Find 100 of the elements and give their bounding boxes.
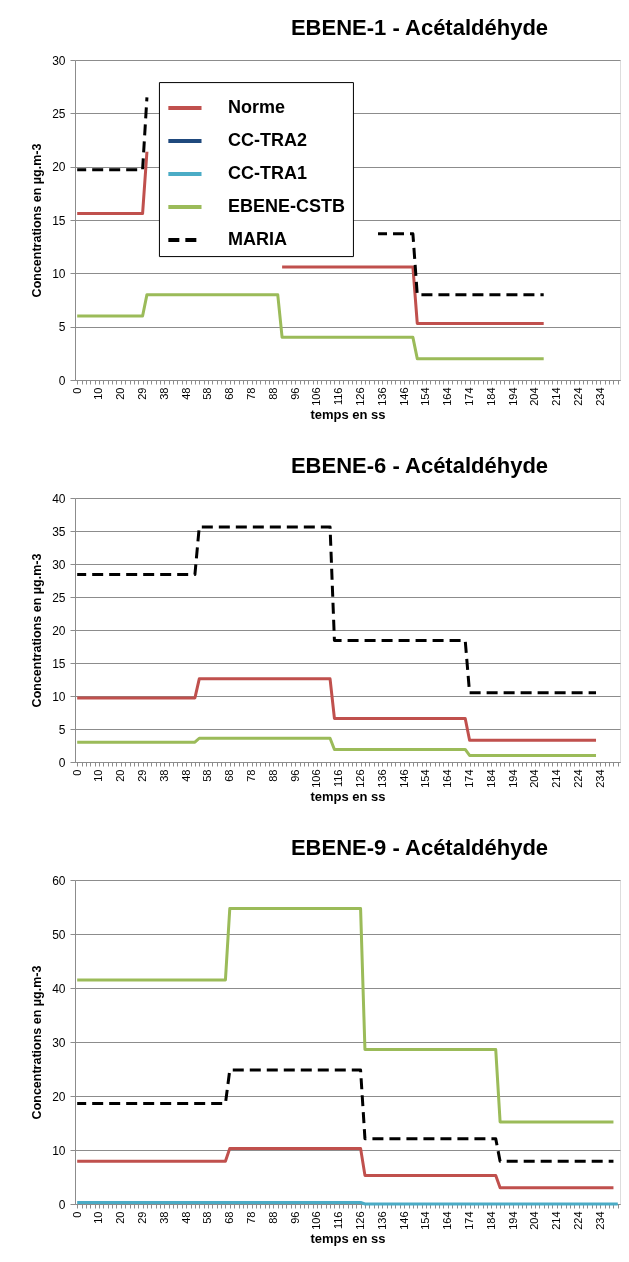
legend-label: CC-TRA2: [227, 130, 307, 151]
x-tick-label: 224: [572, 387, 585, 406]
x-tick-label: 29: [136, 769, 149, 782]
x-tick-label: 194: [506, 387, 519, 406]
x-tick-label: 106: [310, 1211, 323, 1230]
line-series: [75, 1068, 615, 1163]
x-tick-label: 0: [70, 769, 83, 776]
x-tick-label: 214: [550, 387, 563, 406]
x-tick-label: 48: [179, 1211, 192, 1224]
x-tick-label: 184: [484, 769, 497, 788]
y-tick-label: 50: [52, 927, 66, 942]
x-tick-label: 48: [179, 387, 192, 400]
legend-label: EBENE-CSTB: [227, 196, 345, 217]
x-tick-label: 154: [419, 1211, 432, 1230]
x-tick-label: 20: [114, 769, 127, 782]
x-tick-label: 204: [528, 1211, 541, 1230]
x-tick-label: 136: [375, 769, 388, 788]
x-tick-label: 234: [593, 387, 606, 406]
x-tick-label: 184: [484, 387, 497, 406]
y-tick-label: 5: [58, 722, 66, 737]
chart-title: EBENE-6 - Acétaldéhyde: [290, 453, 549, 478]
y-tick-label: 0: [58, 1197, 66, 1212]
x-tick-label: 88: [266, 1211, 279, 1224]
y-axis-title: Concentrations en µg.m-3: [30, 965, 45, 1120]
x-tick-label: 29: [136, 387, 149, 400]
x-tick-label: 106: [310, 387, 323, 406]
y-axis-title: Concentrations en µg.m-3: [30, 553, 45, 708]
x-axis-title: temps en ss: [310, 788, 386, 804]
y-tick-label: 10: [52, 689, 66, 704]
y-tick-label: 40: [52, 981, 66, 996]
x-tick-label: 204: [528, 769, 541, 788]
x-tick-label: 194: [506, 1211, 519, 1230]
x-tick-label: 48: [179, 769, 192, 782]
x-tick-label: 136: [375, 1211, 388, 1230]
x-tick-label: 96: [288, 769, 301, 782]
legend-label: MARIA: [227, 229, 287, 250]
line-series: [75, 736, 598, 757]
x-tick-label: 126: [354, 769, 367, 788]
x-tick-label: 126: [354, 387, 367, 406]
x-tick-label: 0: [70, 1211, 83, 1218]
x-tick-label: 234: [593, 1211, 606, 1230]
line-series: [75, 525, 598, 695]
x-tick-label: 88: [266, 769, 279, 782]
y-tick-label: 20: [52, 160, 66, 175]
x-tick-label: 146: [397, 1211, 410, 1230]
x-tick-label: 214: [550, 1211, 563, 1230]
x-tick-label: 0: [70, 387, 83, 394]
y-tick-label: 10: [52, 266, 66, 281]
x-tick-label: 164: [441, 387, 454, 406]
x-tick-label: 174: [463, 1211, 476, 1230]
x-tick-label: 78: [245, 769, 258, 782]
x-tick-label: 10: [92, 387, 105, 400]
x-tick-label: 214: [550, 769, 563, 788]
x-axis-title: temps en ss: [310, 406, 386, 422]
x-tick-label: 126: [354, 1211, 367, 1230]
y-tick-label: 25: [52, 106, 66, 121]
x-tick-label: 106: [310, 769, 323, 788]
y-tick-label: 10: [52, 1143, 66, 1158]
x-tick-label: 224: [572, 769, 585, 788]
y-tick-label: 35: [52, 524, 66, 539]
x-tick-label: 88: [266, 387, 279, 400]
y-tick-label: 0: [58, 373, 66, 388]
y-tick-label: 15: [52, 656, 66, 671]
x-tick-label: 164: [441, 1211, 454, 1230]
x-tick-label: 10: [92, 1211, 105, 1224]
x-tick-label: 38: [157, 387, 170, 400]
x-tick-label: 58: [201, 769, 214, 782]
y-tick-label: 0: [58, 755, 66, 770]
x-tick-label: 96: [288, 387, 301, 400]
x-tick-label: 204: [528, 387, 541, 406]
x-tick-label: 234: [593, 769, 606, 788]
x-tick-label: 146: [397, 769, 410, 788]
x-tick-label: 38: [157, 769, 170, 782]
x-tick-label: 184: [484, 1211, 497, 1230]
y-tick-label: 20: [52, 1089, 66, 1104]
x-tick-label: 10: [92, 769, 105, 782]
y-axis-title: Concentrations en µg.m-3: [30, 143, 45, 298]
x-tick-label: 116: [332, 387, 345, 406]
y-tick-label: 30: [52, 1035, 66, 1050]
x-tick-label: 58: [201, 387, 214, 400]
y-tick-label: 30: [52, 53, 66, 68]
y-tick-label: 20: [52, 623, 66, 638]
y-tick-label: 30: [52, 557, 66, 572]
legend-label: CC-TRA1: [227, 163, 307, 184]
x-tick-label: 154: [419, 769, 432, 788]
y-tick-label: 15: [52, 213, 66, 228]
x-tick-label: 20: [114, 1211, 127, 1224]
x-tick-label: 224: [572, 1211, 585, 1230]
y-tick-label: 60: [52, 873, 66, 888]
x-tick-label: 154: [419, 387, 432, 406]
line-series: [75, 677, 598, 742]
x-tick-label: 174: [463, 387, 476, 406]
line-series: [75, 1146, 615, 1190]
x-tick-label: 78: [245, 1211, 258, 1224]
x-tick-label: 136: [375, 387, 388, 406]
x-tick-label: 164: [441, 769, 454, 788]
x-tick-label: 96: [288, 1211, 301, 1224]
y-tick-label: 40: [52, 491, 66, 506]
legend-label: Norme: [227, 97, 285, 118]
x-tick-label: 68: [223, 1211, 236, 1224]
